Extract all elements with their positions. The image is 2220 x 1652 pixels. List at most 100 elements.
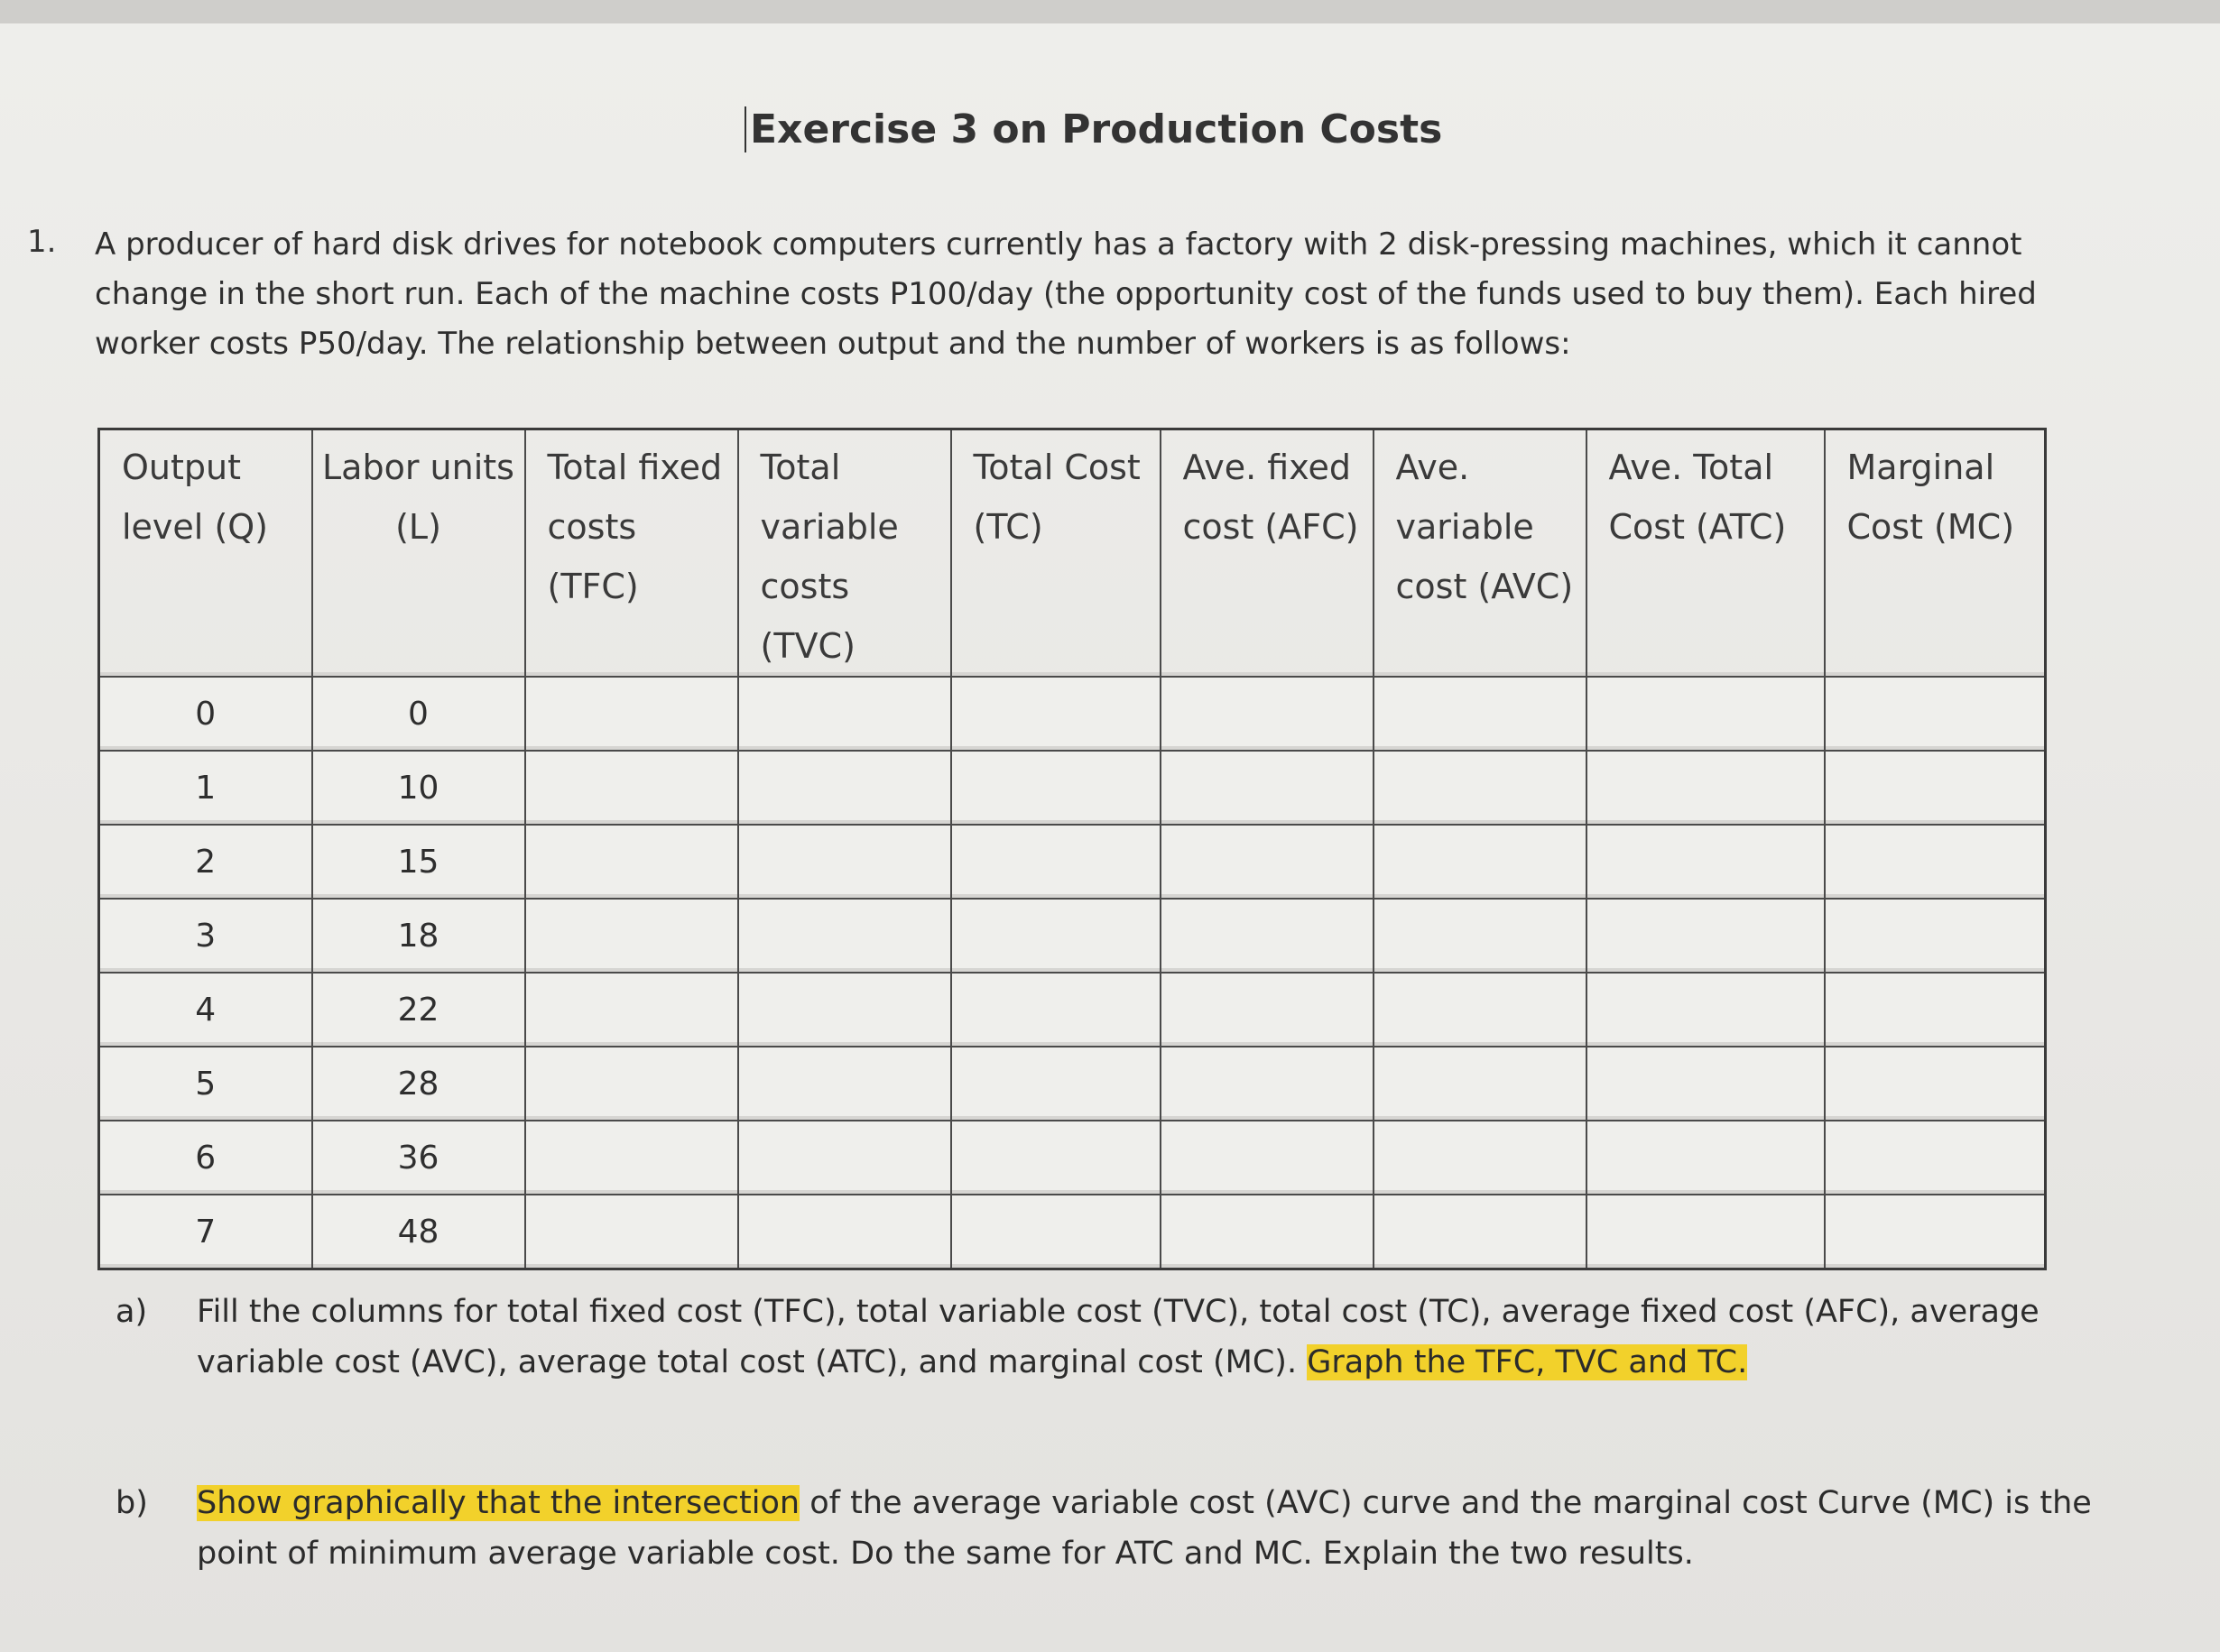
- cell-tvc[interactable]: [736, 824, 952, 900]
- part-a-highlight: Graph the TFC, TVC and TC.: [1307, 1344, 1748, 1380]
- cell-tfc[interactable]: [523, 898, 739, 974]
- cell-labor: 0: [310, 676, 526, 752]
- part-b-body: Show graphically that the intersection o…: [197, 1478, 2119, 1579]
- cell-output: 4: [97, 972, 313, 1047]
- cell-output: 3: [97, 898, 313, 974]
- cell-output: 1: [97, 750, 313, 826]
- cell-mc[interactable]: [1823, 1194, 2047, 1270]
- cell-tfc[interactable]: [523, 1046, 739, 1121]
- cell-mc[interactable]: [1823, 1120, 2047, 1195]
- document-page: Exercise 3 on Production Costs 1. A prod…: [0, 23, 2220, 1652]
- table-row: 6 36: [97, 1120, 2047, 1195]
- cell-labor: 36: [310, 1120, 526, 1195]
- cell-labor: 22: [310, 972, 526, 1047]
- cell-atc[interactable]: [1585, 1046, 1826, 1121]
- header-marginal-cost: Marginal Cost (MC): [1823, 428, 2047, 678]
- cell-tc[interactable]: [949, 1120, 1161, 1195]
- cell-atc[interactable]: [1585, 898, 1826, 974]
- cell-afc[interactable]: [1159, 972, 1374, 1047]
- cell-mc[interactable]: [1823, 676, 2047, 752]
- cell-atc[interactable]: [1585, 1120, 1826, 1195]
- question-1-text: A producer of hard disk drives for noteb…: [95, 226, 2037, 362]
- cell-afc[interactable]: [1159, 1046, 1374, 1121]
- cell-labor: 15: [310, 824, 526, 900]
- cell-tc[interactable]: [949, 898, 1161, 974]
- table-header-row: Output level (Q) Labor units (L) Total f…: [97, 428, 2047, 678]
- cell-output: 6: [97, 1120, 313, 1195]
- part-b-label: b): [116, 1485, 148, 1521]
- part-b-highlight: Show graphically that the intersection: [197, 1485, 800, 1521]
- cell-afc[interactable]: [1159, 1120, 1374, 1195]
- cell-tvc[interactable]: [736, 1120, 952, 1195]
- cell-tc[interactable]: [949, 1194, 1161, 1270]
- cell-avc[interactable]: [1372, 898, 1587, 974]
- question-1-number: 1.: [27, 224, 57, 260]
- header-average-total-cost: Ave. Total Cost (ATC): [1585, 428, 1826, 678]
- cell-avc[interactable]: [1372, 824, 1587, 900]
- cell-avc[interactable]: [1372, 676, 1587, 752]
- cell-mc[interactable]: [1823, 750, 2047, 826]
- cell-avc[interactable]: [1372, 1194, 1587, 1270]
- cell-tc[interactable]: [949, 676, 1161, 752]
- part-a-body: Fill the columns for total fixed cost (T…: [197, 1287, 2119, 1388]
- part-a: a) Fill the columns for total fixed cost…: [116, 1287, 2119, 1395]
- cell-avc[interactable]: [1372, 972, 1587, 1047]
- cell-tfc[interactable]: [523, 972, 739, 1047]
- cell-mc[interactable]: [1823, 898, 2047, 974]
- cell-afc[interactable]: [1159, 824, 1374, 900]
- cell-tc[interactable]: [949, 972, 1161, 1047]
- header-labor-units: Labor units (L): [310, 428, 526, 678]
- cell-output: 7: [97, 1194, 313, 1270]
- header-total-cost: Total Cost (TC): [949, 428, 1161, 678]
- header-total-variable-costs: Total variable costs (TVC): [736, 428, 952, 678]
- table-row: 3 18: [97, 898, 2047, 974]
- part-b: b) Show graphically that the intersectio…: [116, 1478, 2119, 1640]
- cell-tfc[interactable]: [523, 824, 739, 900]
- cell-tvc[interactable]: [736, 972, 952, 1047]
- cell-afc[interactable]: [1159, 898, 1374, 974]
- cell-labor: 28: [310, 1046, 526, 1121]
- cell-tfc[interactable]: [523, 676, 739, 752]
- cell-tvc[interactable]: [736, 750, 952, 826]
- header-average-fixed-cost: Ave. fixed cost (AFC): [1159, 428, 1374, 678]
- cell-avc[interactable]: [1372, 1046, 1587, 1121]
- cell-tvc[interactable]: [736, 1194, 952, 1270]
- cell-afc[interactable]: [1159, 1194, 1374, 1270]
- part-a-label: a): [116, 1294, 148, 1330]
- table-row: 7 48: [97, 1194, 2047, 1270]
- cell-tvc[interactable]: [736, 898, 952, 974]
- cell-output: 0: [97, 676, 313, 752]
- cell-tc[interactable]: [949, 1046, 1161, 1121]
- cell-tvc[interactable]: [736, 1046, 952, 1121]
- cell-labor: 18: [310, 898, 526, 974]
- cell-tfc[interactable]: [523, 1120, 739, 1195]
- table-row: 0 0: [97, 676, 2047, 752]
- cell-output: 2: [97, 824, 313, 900]
- cell-mc[interactable]: [1823, 972, 2047, 1047]
- window-top-bar: [0, 0, 2220, 25]
- cell-mc[interactable]: [1823, 1046, 2047, 1121]
- cell-tc[interactable]: [949, 824, 1161, 900]
- cell-tc[interactable]: [949, 750, 1161, 826]
- cell-tvc[interactable]: [736, 676, 952, 752]
- table-row: 2 15: [97, 824, 2047, 900]
- cell-mc[interactable]: [1823, 824, 2047, 900]
- cell-tfc[interactable]: [523, 1194, 739, 1270]
- cell-atc[interactable]: [1585, 824, 1826, 900]
- cell-atc[interactable]: [1585, 676, 1826, 752]
- cell-avc[interactable]: [1372, 1120, 1587, 1195]
- cell-atc[interactable]: [1585, 750, 1826, 826]
- table-row: 1 10: [97, 750, 2047, 826]
- part-b-text: of the average variable cost (AVC) curve…: [197, 1485, 2092, 1572]
- cell-afc[interactable]: [1159, 750, 1374, 826]
- header-total-fixed-costs: Total fixed costs (TFC): [523, 428, 739, 678]
- cell-output: 5: [97, 1046, 313, 1121]
- cell-atc[interactable]: [1585, 1194, 1826, 1270]
- cell-atc[interactable]: [1585, 972, 1826, 1047]
- cell-avc[interactable]: [1372, 750, 1587, 826]
- table-row: 4 22: [97, 972, 2047, 1047]
- header-output-level: Output level (Q): [97, 428, 313, 678]
- cell-labor: 48: [310, 1194, 526, 1270]
- cell-afc[interactable]: [1159, 676, 1374, 752]
- cell-tfc[interactable]: [523, 750, 739, 826]
